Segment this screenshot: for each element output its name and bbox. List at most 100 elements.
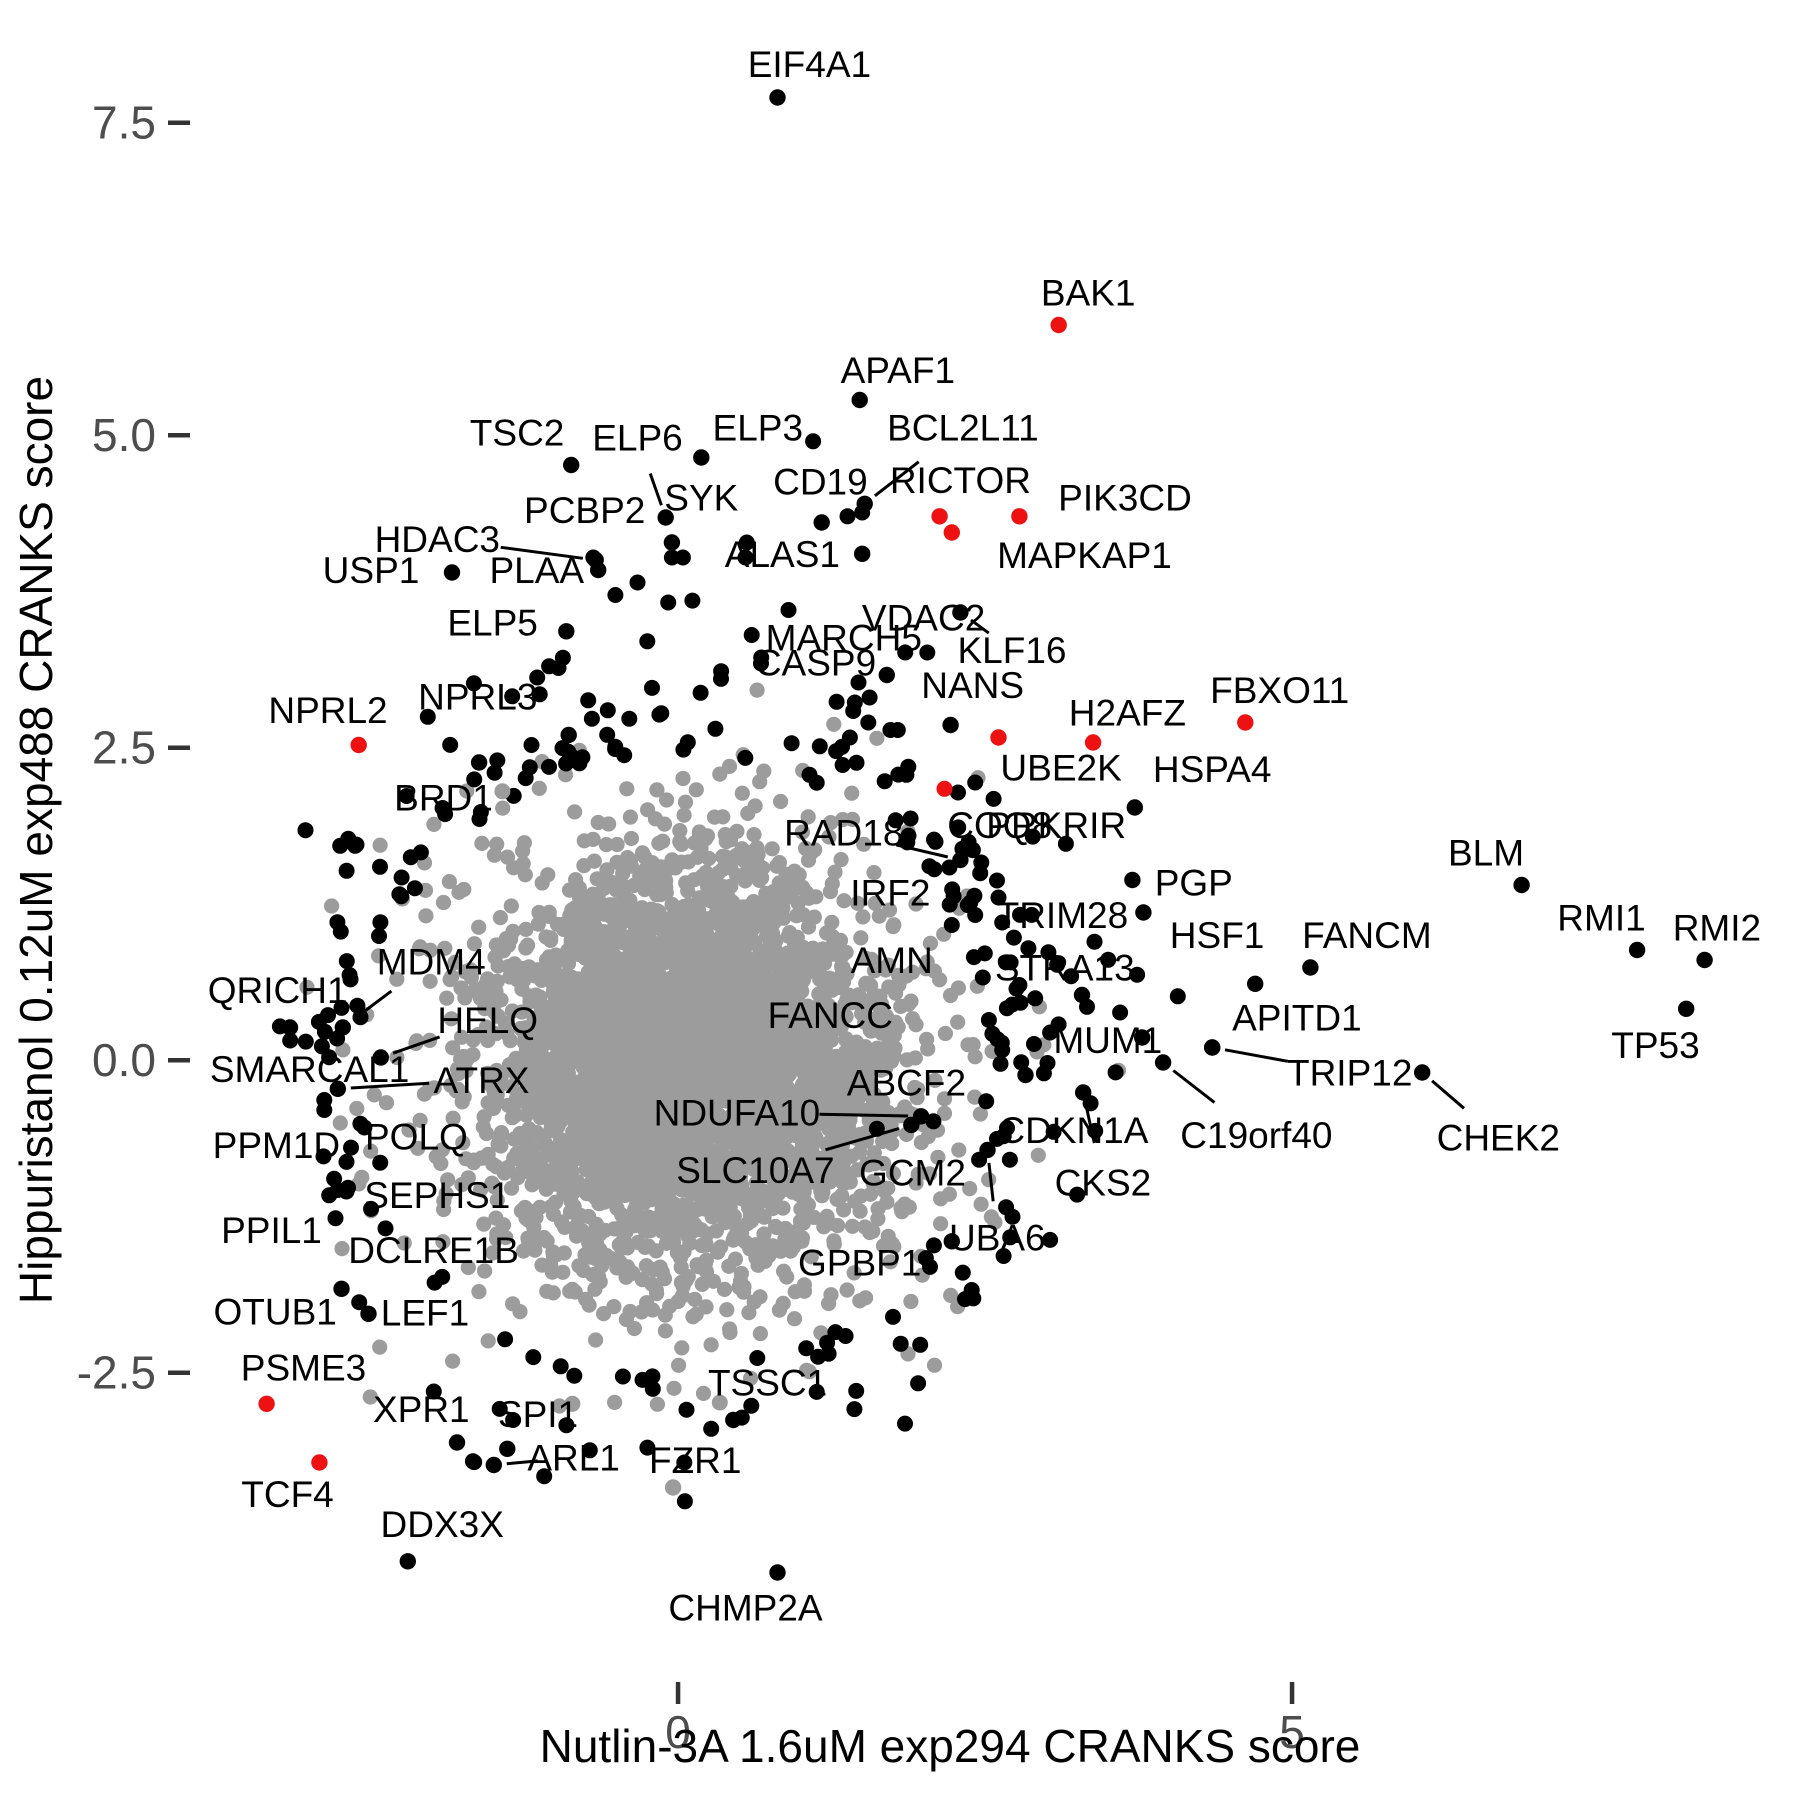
outlier-point <box>629 574 646 591</box>
background-point <box>609 1200 625 1216</box>
background-point <box>643 976 659 992</box>
background-point <box>704 1209 720 1225</box>
outlier-point <box>1107 1064 1124 1081</box>
background-point <box>634 1114 650 1130</box>
outlier-point <box>343 1139 359 1156</box>
background-point <box>412 1112 428 1128</box>
background-point <box>728 999 745 1015</box>
background-point <box>485 1245 501 1261</box>
background-point <box>734 841 750 857</box>
background-point <box>599 862 615 878</box>
outlier-point <box>945 888 962 905</box>
background-point <box>689 907 706 924</box>
background-point <box>526 1175 542 1191</box>
outlier-point <box>1129 966 1146 983</box>
background-point <box>610 1012 626 1028</box>
gene-point-arl1 <box>485 1456 502 1474</box>
outlier-point <box>581 1442 598 1459</box>
background-point <box>658 1027 674 1043</box>
background-point <box>909 1090 925 1106</box>
gene-point-hsf1 <box>1247 975 1264 992</box>
background-point <box>619 1240 636 1256</box>
background-point <box>617 1172 633 1188</box>
background-point <box>744 1091 760 1107</box>
background-point <box>637 881 653 898</box>
gene-label-tcf4: TCF4 <box>241 1474 334 1515</box>
background-point <box>614 1071 630 1087</box>
outlier-point <box>902 810 919 827</box>
gene-label-coq8: COQ8 <box>947 805 1052 846</box>
outlier-point <box>950 819 967 836</box>
background-point <box>693 977 709 994</box>
background-point <box>827 973 844 990</box>
background-point <box>662 1298 678 1314</box>
background-point <box>752 1289 768 1305</box>
outlier-point <box>644 679 660 696</box>
outlier-point <box>363 1200 380 1217</box>
background-point <box>601 816 617 832</box>
outlier-point <box>713 670 729 687</box>
background-point <box>657 1323 674 1339</box>
outlier-point <box>887 812 904 829</box>
background-point <box>590 1225 607 1241</box>
gene-point-nans <box>942 716 959 734</box>
gene-point-prkrir <box>1126 799 1144 816</box>
gene-point-casp9 <box>878 666 895 684</box>
background-point <box>588 935 604 951</box>
background-point <box>555 1264 571 1280</box>
gene-point-chek2 <box>1414 1064 1431 1081</box>
background-point <box>668 922 684 938</box>
background-point <box>786 863 803 879</box>
leader-line-hdac3 <box>500 545 583 560</box>
background-point <box>876 1183 893 1199</box>
background-point <box>458 1063 474 1079</box>
outlier-point <box>320 1007 336 1024</box>
background-point <box>606 1221 622 1237</box>
y-tick-label: 7.5 <box>92 97 156 149</box>
background-point <box>526 1219 542 1235</box>
background-point <box>672 1250 689 1266</box>
background-point <box>661 954 677 970</box>
outlier-point <box>599 702 616 719</box>
gene-point-stra13 <box>1073 986 1091 1004</box>
gene-point-tcf4 <box>311 1454 328 1471</box>
background-point <box>490 1136 506 1152</box>
background-point <box>489 1192 505 1208</box>
outlier-point <box>1049 956 1066 973</box>
gene-label-cd19: CD19 <box>773 461 868 502</box>
background-point <box>869 730 885 746</box>
outlier-point <box>316 1023 333 1040</box>
background-point <box>835 1174 851 1191</box>
outlier-point <box>1057 835 1074 852</box>
gene-label-mum1: MUM1 <box>1053 1020 1162 1061</box>
background-point <box>654 1181 670 1197</box>
background-point <box>843 1094 859 1110</box>
background-point <box>681 1109 698 1125</box>
background-point <box>455 1135 471 1151</box>
outlier-point <box>406 880 423 897</box>
background-point <box>874 996 890 1012</box>
background-point <box>842 988 858 1004</box>
outlier-point <box>897 1415 913 1432</box>
outlier-point <box>861 689 878 706</box>
outlier-point <box>338 862 355 879</box>
outlier-point <box>504 688 521 705</box>
background-point <box>372 837 388 853</box>
background-point <box>534 1257 550 1273</box>
outlier-point <box>798 1340 815 1357</box>
gene-label-fancc: FANCC <box>768 995 893 1036</box>
leader-line-slc10a7 <box>825 1127 900 1152</box>
background-point <box>768 1044 784 1060</box>
background-point <box>561 1006 578 1022</box>
background-point <box>664 852 680 868</box>
gene-label-plaa: PLAA <box>489 550 584 591</box>
outlier-point <box>316 1102 333 1118</box>
background-point <box>941 1186 958 1202</box>
background-point <box>366 1087 382 1103</box>
background-point <box>690 1202 706 1218</box>
outlier-point <box>912 1336 929 1353</box>
outlier-point <box>676 1454 693 1471</box>
gene-label-vdac2: VDAC2 <box>862 598 985 639</box>
y-tick-label: 0.0 <box>92 1034 156 1086</box>
background-point <box>445 1110 461 1126</box>
